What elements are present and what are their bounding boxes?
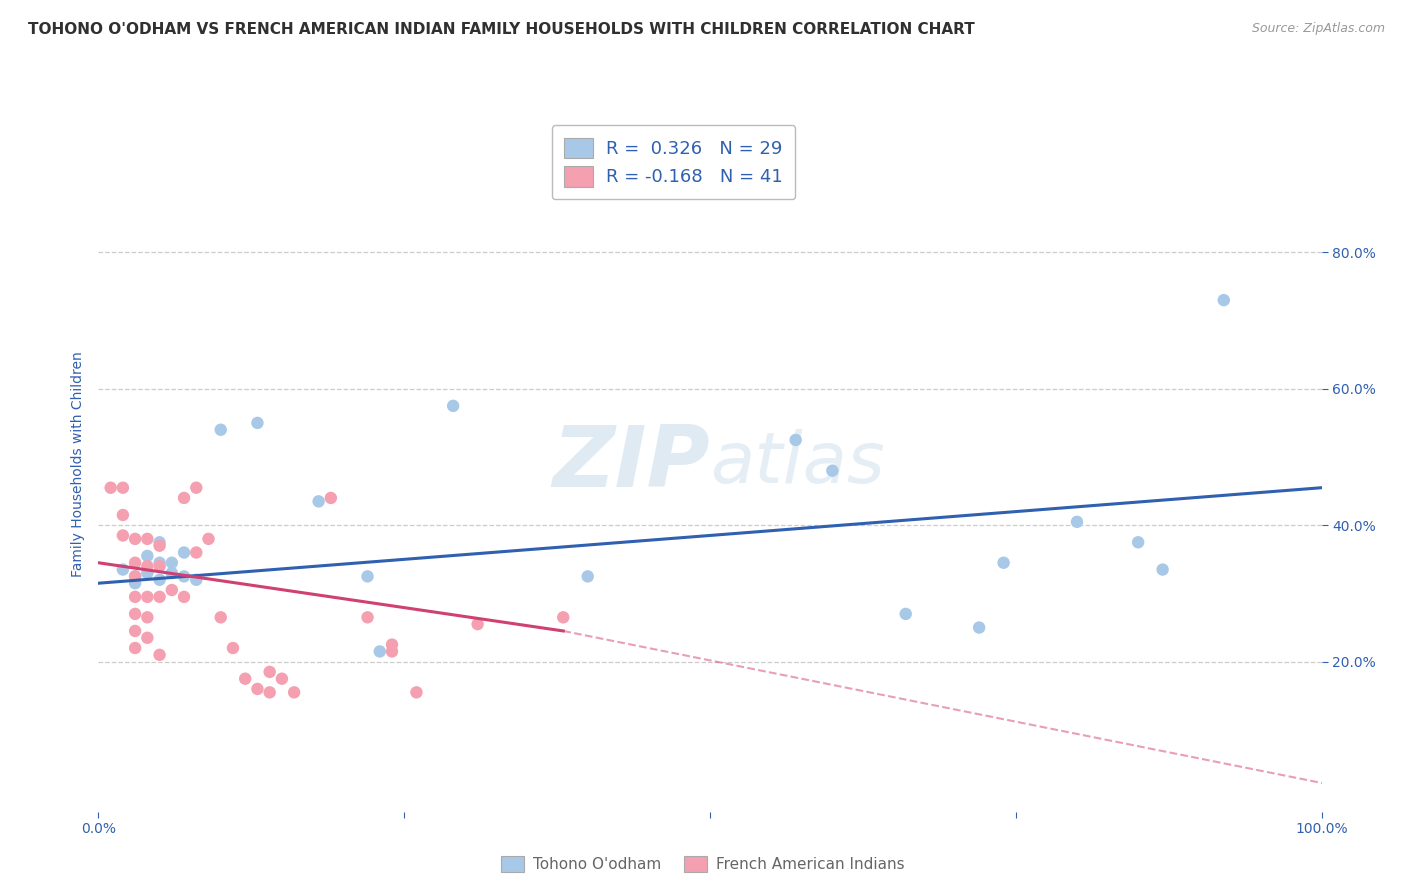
Point (149, 648, 172, 662)
Point (186, 573, 208, 587)
Point (259, 665, 281, 679)
Point (111, 563, 134, 577)
Point (209, 610, 232, 624)
Point (308, 494, 330, 508)
Point (993, 556, 1015, 570)
Point (136, 532, 159, 546)
Point (553, 610, 575, 624)
Point (111, 508, 134, 522)
Point (1128, 535, 1150, 549)
Point (441, 399, 464, 413)
Point (160, 566, 183, 580)
Point (283, 685, 305, 699)
Point (197, 532, 219, 546)
Point (149, 590, 172, 604)
Point (173, 491, 195, 505)
Point (222, 640, 245, 655)
Point (124, 640, 146, 655)
Point (149, 573, 172, 587)
Point (356, 610, 378, 624)
Point (967, 621, 990, 635)
Point (124, 607, 146, 621)
Point (111, 528, 134, 542)
Y-axis label: Family Households with Children: Family Households with Children (72, 351, 86, 577)
Point (124, 569, 146, 583)
Point (173, 590, 195, 604)
Point (356, 569, 378, 583)
Point (136, 566, 159, 580)
Point (136, 590, 159, 604)
Point (381, 644, 404, 658)
Point (173, 545, 195, 559)
Point (270, 672, 294, 686)
Point (160, 556, 183, 570)
Point (576, 569, 599, 583)
Point (894, 607, 917, 621)
Point (259, 685, 281, 699)
Point (149, 559, 172, 574)
Point (1212, 293, 1234, 307)
Point (319, 491, 342, 505)
Text: TOHONO O'ODHAM VS FRENCH AMERICAN INDIAN FAMILY HOUSEHOLDS WITH CHILDREN CORRELA: TOHONO O'ODHAM VS FRENCH AMERICAN INDIAN… (28, 22, 974, 37)
Point (209, 423, 232, 437)
Point (100, 481, 122, 495)
Legend: R =  0.326   N = 29, R = -0.168   N = 41: R = 0.326 N = 29, R = -0.168 N = 41 (551, 125, 796, 199)
Point (467, 617, 489, 632)
Point (136, 549, 159, 563)
Point (149, 556, 172, 570)
Point (368, 644, 391, 658)
Point (136, 610, 159, 624)
Point (124, 590, 146, 604)
Point (821, 464, 844, 478)
Point (246, 681, 269, 696)
Point (246, 416, 269, 430)
Text: Source: ZipAtlas.com: Source: ZipAtlas.com (1251, 22, 1385, 36)
Point (405, 685, 427, 699)
Point (136, 559, 159, 574)
Point (149, 539, 172, 553)
Point (124, 569, 146, 583)
Point (1066, 515, 1088, 529)
Text: atlas: atlas (710, 429, 884, 499)
Point (173, 569, 195, 583)
Point (160, 582, 183, 597)
Point (149, 535, 172, 549)
Point (186, 545, 208, 559)
Point (111, 481, 134, 495)
Point (124, 556, 146, 570)
Point (186, 481, 208, 495)
Point (124, 576, 146, 591)
Point (1152, 563, 1174, 577)
Legend: Tohono O'odham, French American Indians: Tohono O'odham, French American Indians (494, 848, 912, 880)
Point (381, 638, 404, 652)
Text: ZIP: ZIP (553, 422, 710, 506)
Point (136, 631, 159, 645)
Point (124, 532, 146, 546)
Point (785, 433, 807, 447)
Point (124, 624, 146, 638)
Point (233, 672, 256, 686)
